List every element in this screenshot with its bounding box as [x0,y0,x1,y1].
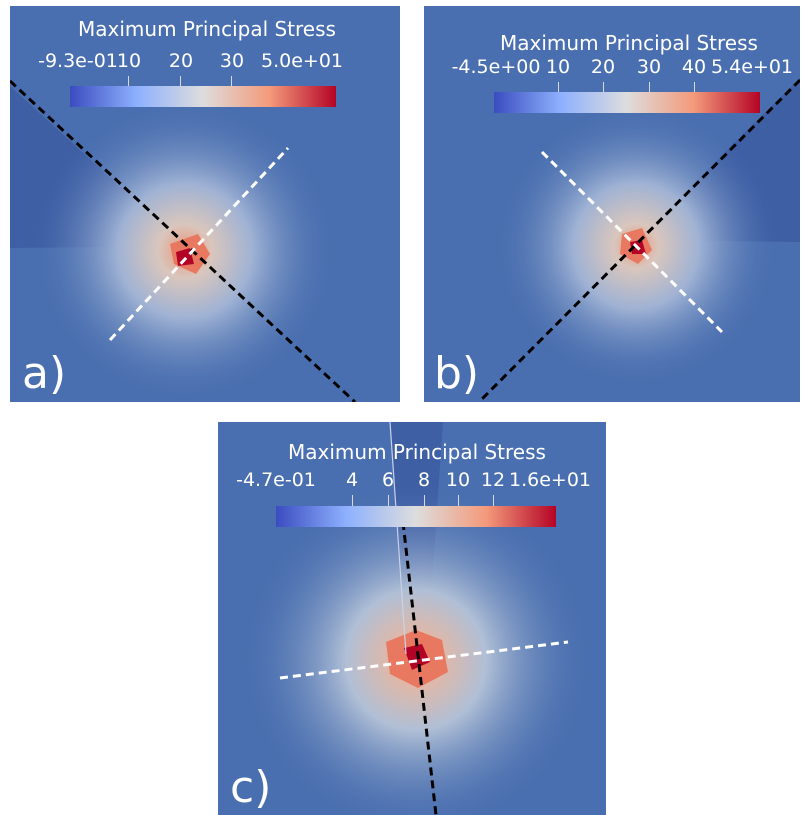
colorbar-tick-label-b-4: 40 [681,56,707,78]
panel-b: Maximum Principal Stress -4.5e+00 10 20 … [424,6,800,402]
colorbar-tick-c-4 [458,495,459,506]
colorbar-tick-b-3 [649,82,650,93]
colorbar-b [494,92,760,113]
colorbar-tick-label-b-1: 10 [545,56,571,78]
colorbar-tick-label-c-3: 8 [417,469,431,491]
colorbar-tick-label-a-2: 20 [168,50,194,72]
colorbar-min-label-a: -9.3e-01 [38,50,118,72]
thin-crack-line-c [389,422,407,655]
white-dashed-line-b [540,150,724,334]
colorbar-max-label-c: 1.6e+01 [508,469,592,491]
colorbar-tick-a-2 [180,76,181,87]
colorbar-tick-c-5 [493,495,494,506]
panel-label-b: b) [434,348,480,399]
colorbar-min-label-c: -4.7e-01 [236,469,316,491]
stress-field-b [424,6,800,402]
colorbar-tick-a-3 [231,76,232,87]
colorbar-a [70,86,336,107]
colorbar-tick-label-c-4: 10 [445,469,471,491]
colorbar-min-label-b: -4.5e+00 [451,56,541,78]
colorbar-tick-label-a-1: 10 [116,50,142,72]
stress-field-c [218,422,606,815]
colorbar-tick-c-1 [352,495,353,506]
colorbar-title-c: Maximum Principal Stress [288,440,546,464]
colorbar-tick-b-4 [694,82,695,93]
colorbar-tick-label-b-3: 30 [636,56,662,78]
black-dashed-line-a [10,79,357,402]
colorbar-title-a: Maximum Principal Stress [78,17,336,41]
colorbar-tick-c-3 [424,495,425,506]
stress-field-a [10,6,400,402]
colorbar-title-b: Maximum Principal Stress [500,31,758,55]
colorbar-tick-label-a-3: 30 [219,50,245,72]
white-dashed-line-a [108,146,290,342]
colorbar-tick-b-2 [603,82,604,93]
colorbar-tick-b-1 [558,82,559,93]
panel-label-c: c) [230,762,272,813]
colorbar-tick-label-c-5: 12 [480,469,506,491]
panel-c: Maximum Principal Stress -4.7e-01 4 6 8 … [218,422,606,815]
black-dashed-line-c [401,521,438,815]
panel-label-a: a) [22,348,67,399]
colorbar-tick-c-2 [388,495,389,506]
colorbar-tick-label-c-2: 6 [381,469,395,491]
colorbar-max-label-b: 5.4e+01 [710,56,794,78]
white-dashed-line-c [279,640,569,680]
colorbar-max-label-a: 5.0e+01 [260,50,344,72]
colorbar-tick-a-1 [128,76,129,87]
colorbar-tick-label-b-2: 20 [590,56,616,78]
panel-a: Maximum Principal Stress -9.3e-01 10 20 … [10,6,400,402]
black-dashed-line-b [477,78,800,402]
colorbar-c [276,506,556,527]
colorbar-tick-label-c-1: 4 [345,469,359,491]
